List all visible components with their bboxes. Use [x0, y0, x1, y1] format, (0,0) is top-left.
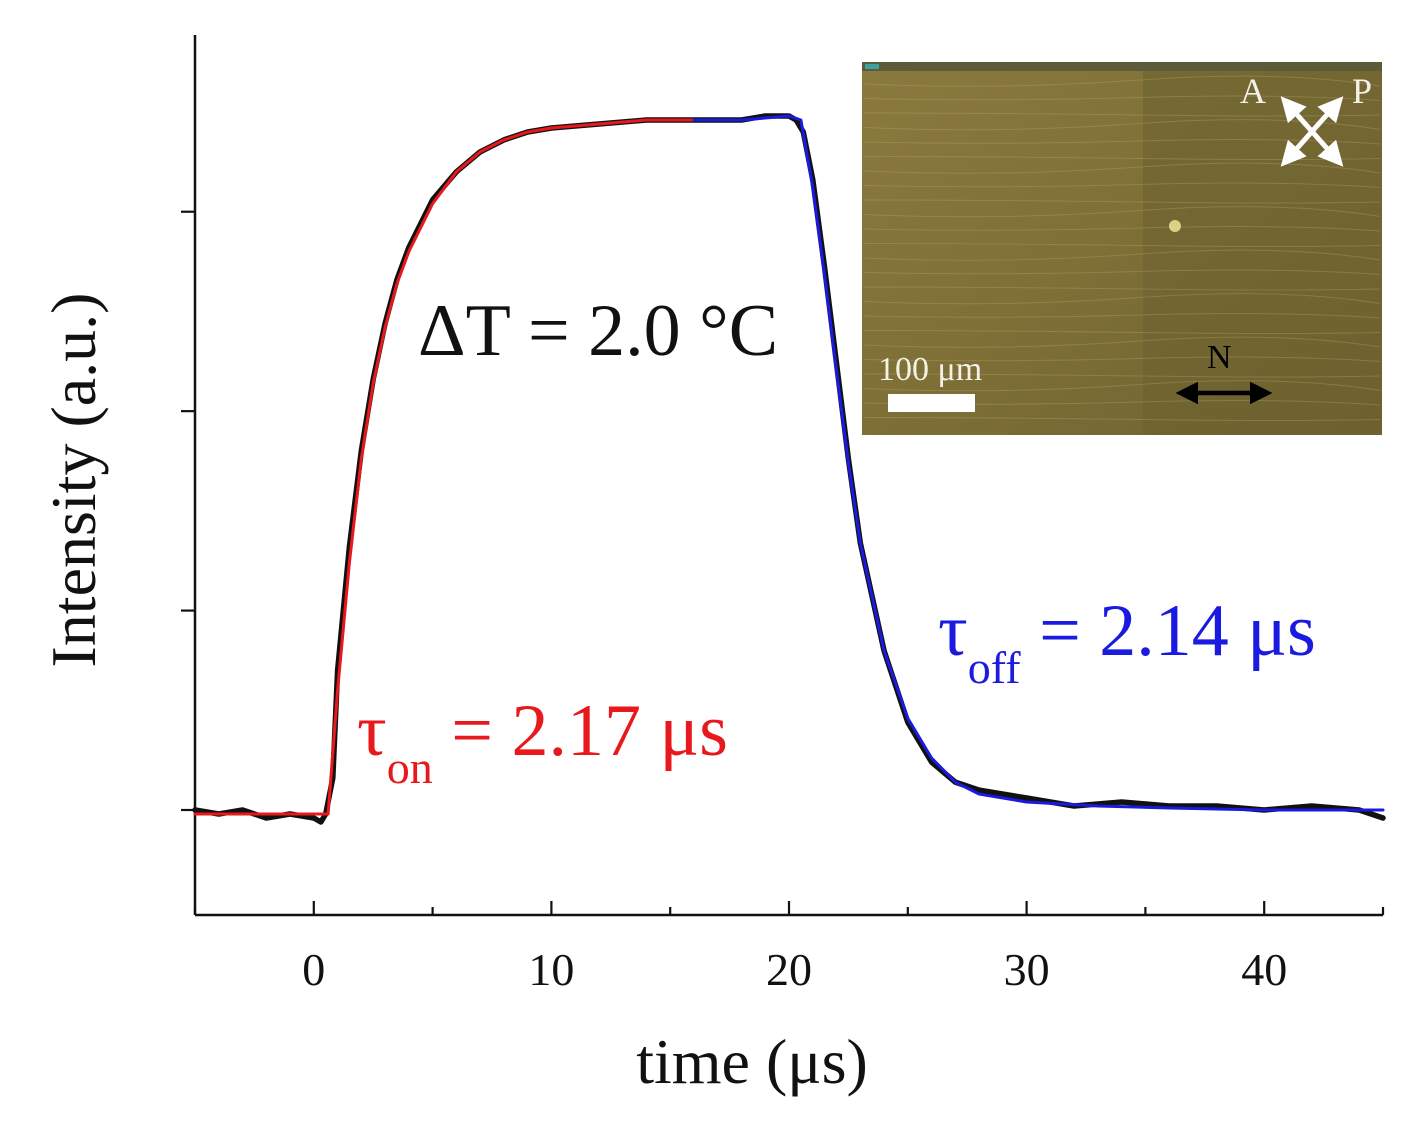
series-line-fit-rise [193, 118, 696, 816]
inset-fiber-streak [863, 226, 1381, 232]
inset-right-domain [1143, 62, 1382, 435]
inset-fiber-streak [863, 206, 1381, 218]
inset-fiber-streak [863, 243, 1381, 247]
inset-fiber-streak [863, 313, 1381, 319]
inset-fiber-streak [863, 286, 1381, 291]
inset-fiber-streak [863, 249, 1381, 261]
annotation-delta-t: ΔT = 2.0 °C [418, 290, 778, 372]
tau-on-subscript: on [387, 742, 433, 793]
polarizer-label: P [1352, 71, 1372, 111]
series-line-fit-decay [692, 114, 1385, 812]
x-axis-title: time (μs) [636, 1026, 868, 1097]
tau-off-value: = 2.14 μs [1021, 590, 1316, 672]
inset-header-strip [862, 62, 1382, 71]
inset-fiber-streak [863, 336, 1381, 348]
inset-fiber-streak [863, 182, 1381, 188]
tau-off-subscript: off [968, 642, 1021, 693]
inset-fiber-streak [863, 269, 1381, 275]
polarizer-arrow-icon [1280, 96, 1344, 167]
x-tick-label: 10 [528, 944, 574, 995]
inset-microscope-image: A P 100 μm N [862, 62, 1382, 435]
scale-bar-label: 100 μm [878, 351, 982, 388]
analyzer-label: A [1240, 71, 1266, 111]
x-tick-label: 30 [1004, 944, 1050, 995]
tau-off-symbol: τ [938, 590, 968, 672]
annotation-tau-on: τon = 2.17 μs [357, 690, 728, 793]
tau-on-value: = 2.17 μs [433, 690, 728, 772]
inset-fiber-streak [863, 380, 1381, 392]
inset-fiber-streak [863, 417, 1381, 421]
inset-fiber-streak [863, 356, 1381, 362]
inset-fiber-streak [863, 75, 1381, 87]
inset-fiber-streak [863, 199, 1381, 204]
inset-fiber-streak [863, 373, 1381, 378]
x-tick-label: 0 [302, 944, 325, 995]
x-tick-label: 20 [766, 944, 812, 995]
y-axis-title: Intensity (a.u.) [38, 293, 109, 668]
annotation-tau-off: τoff = 2.14 μs [938, 590, 1316, 693]
inset-fiber-streak [863, 330, 1381, 334]
inset-bright-spot [1169, 220, 1181, 232]
director-label: N [1207, 339, 1232, 376]
scale-bar [888, 394, 975, 412]
tau-on-symbol: τ [357, 690, 387, 772]
inset-fiber-streak [863, 293, 1381, 305]
inset-header-tag [865, 64, 879, 69]
x-tick-label: 40 [1241, 944, 1287, 995]
